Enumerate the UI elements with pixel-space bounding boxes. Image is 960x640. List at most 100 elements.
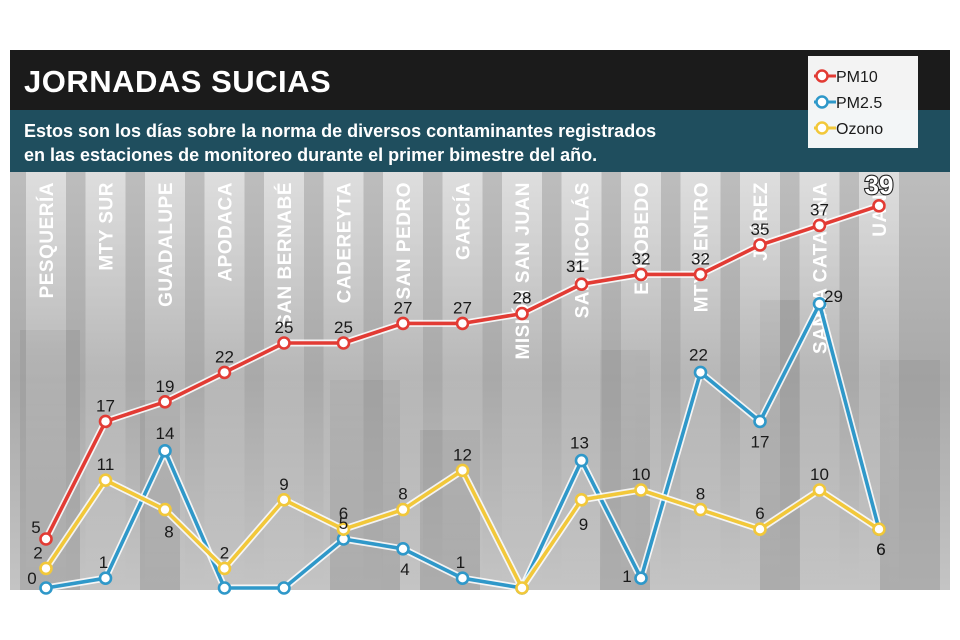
- point-pm25: [158, 443, 172, 458]
- point-pm25: [98, 571, 113, 586]
- chart-subtitle-line2: en las estaciones de monitoreo durante e…: [24, 145, 597, 165]
- category-label: MTY CENTRO: [692, 182, 713, 312]
- category-label: PESQUERÍA: [36, 182, 58, 298]
- data-label-ozono: 8: [398, 485, 407, 504]
- point-pm10: [396, 316, 410, 331]
- point-pm10: [515, 306, 529, 321]
- title-bar: [10, 50, 950, 110]
- data-label-ozono: 11: [97, 455, 115, 474]
- category-label: SAN BERNABÉ: [274, 182, 296, 327]
- chart-title: JORNADAS SUCIAS: [24, 64, 331, 99]
- category-label: CADEREYTA: [335, 182, 356, 303]
- category-label: SAN NICOLÁS: [572, 182, 594, 318]
- point-pm10: [693, 267, 708, 282]
- data-label-ozono: 6: [755, 504, 764, 523]
- point-pm25: [574, 453, 589, 468]
- legend: PM10 PM2.5 Ozono: [808, 56, 918, 148]
- data-label-pm10: 37: [810, 200, 829, 219]
- point-pm25: [277, 581, 291, 595]
- data-label-pm10: 22: [215, 347, 234, 366]
- data-label-pm10: 19: [156, 377, 175, 396]
- data-label-pm25: 29: [824, 287, 843, 306]
- point-pm10: [39, 532, 53, 546]
- category-band: [383, 172, 423, 590]
- data-label-pm10: 39: [865, 170, 894, 200]
- data-label-pm10: 5: [31, 518, 40, 537]
- category-label: APODACA: [216, 182, 237, 282]
- legend-label-pm10: PM10: [836, 69, 878, 86]
- point-ozono: [217, 561, 232, 576]
- point-ozono: [634, 483, 648, 497]
- point-pm10: [336, 336, 351, 350]
- point-ozono: [336, 522, 351, 537]
- point-pm25: [39, 581, 53, 595]
- data-label-ozono: 8: [164, 523, 173, 542]
- point-pm25: [455, 571, 470, 586]
- data-label-ozono: 9: [279, 475, 288, 494]
- data-label-pm25: 13: [570, 434, 589, 453]
- point-pm10: [634, 267, 648, 282]
- data-label-pm10: 25: [275, 318, 294, 337]
- data-label-pm25: 17: [751, 432, 770, 451]
- data-label-pm25: 1: [99, 553, 108, 572]
- legend-marker-ozono: [815, 121, 829, 135]
- data-label-pm10: 35: [751, 220, 770, 239]
- category-band: [799, 172, 840, 590]
- point-ozono: [812, 483, 827, 497]
- legend-marker-pm25: [815, 95, 829, 109]
- data-label-ozono: 2: [220, 543, 229, 562]
- category-label: MTY SUR: [97, 182, 118, 271]
- point-pm25: [634, 571, 648, 586]
- point-pm10: [217, 365, 232, 380]
- data-label-pm10: 32: [632, 249, 651, 268]
- category-label: GARCÍA: [453, 182, 475, 260]
- point-pm10: [812, 218, 827, 233]
- point-ozono: [515, 581, 529, 595]
- data-label-pm10: 28: [513, 289, 532, 308]
- point-ozono: [39, 561, 53, 576]
- data-label-ozono: 9: [579, 515, 588, 534]
- chart-subtitle-line1: Estos son los días sobre la norma de div…: [24, 121, 656, 141]
- data-label-pm10: 27: [453, 298, 472, 317]
- point-pm10: [455, 316, 470, 331]
- point-pm10: [753, 238, 767, 252]
- point-pm25: [753, 414, 767, 429]
- category-label: SAN PEDRO: [394, 182, 415, 299]
- data-label-pm10: 31: [566, 257, 585, 276]
- point-ozono: [277, 492, 291, 507]
- data-label-pm25: 14: [156, 424, 175, 443]
- data-label-ozono: 12: [453, 445, 472, 464]
- legend-marker-pm10: [815, 69, 829, 83]
- data-label-pm25: 1: [456, 553, 465, 572]
- category-labels: PESQUERÍA MTY SUR GUADALUPE APODACA SAN BERN…: [36, 182, 891, 359]
- legend-label-ozono: Ozono: [836, 121, 883, 138]
- point-ozono: [574, 492, 589, 507]
- point-pm10: [277, 336, 291, 350]
- data-label-pm25: 1: [622, 567, 631, 586]
- data-label-ozono: 10: [810, 465, 829, 484]
- point-ozono: [693, 502, 708, 517]
- category-band: [442, 172, 483, 590]
- data-label-pm25: 6: [876, 540, 885, 559]
- point-ozono: [396, 502, 410, 517]
- category-label: MISIÓN SAN JUAN: [512, 182, 534, 359]
- data-label-pm10: 27: [394, 298, 413, 317]
- data-label-ozono: 2: [33, 543, 42, 562]
- data-label-ozono: 10: [632, 465, 651, 484]
- point-pm25: [217, 581, 232, 595]
- point-ozono: [455, 463, 470, 478]
- data-label-pm25: 5: [339, 514, 348, 533]
- category-bands: [26, 172, 899, 590]
- legend-label-pm25: PM2.5: [836, 95, 882, 112]
- category-label: GUADALUPE: [156, 182, 177, 307]
- data-label-ozono: 8: [696, 485, 705, 504]
- point-ozono: [98, 473, 113, 488]
- data-label-pm10: 25: [334, 318, 353, 337]
- point-pm25: [693, 365, 708, 380]
- point-pm10: [158, 394, 172, 409]
- series-layer: [39, 199, 886, 595]
- data-label-pm10: 32: [691, 249, 710, 268]
- data-label-ozono: 6: [339, 504, 348, 523]
- category-band: [502, 172, 542, 590]
